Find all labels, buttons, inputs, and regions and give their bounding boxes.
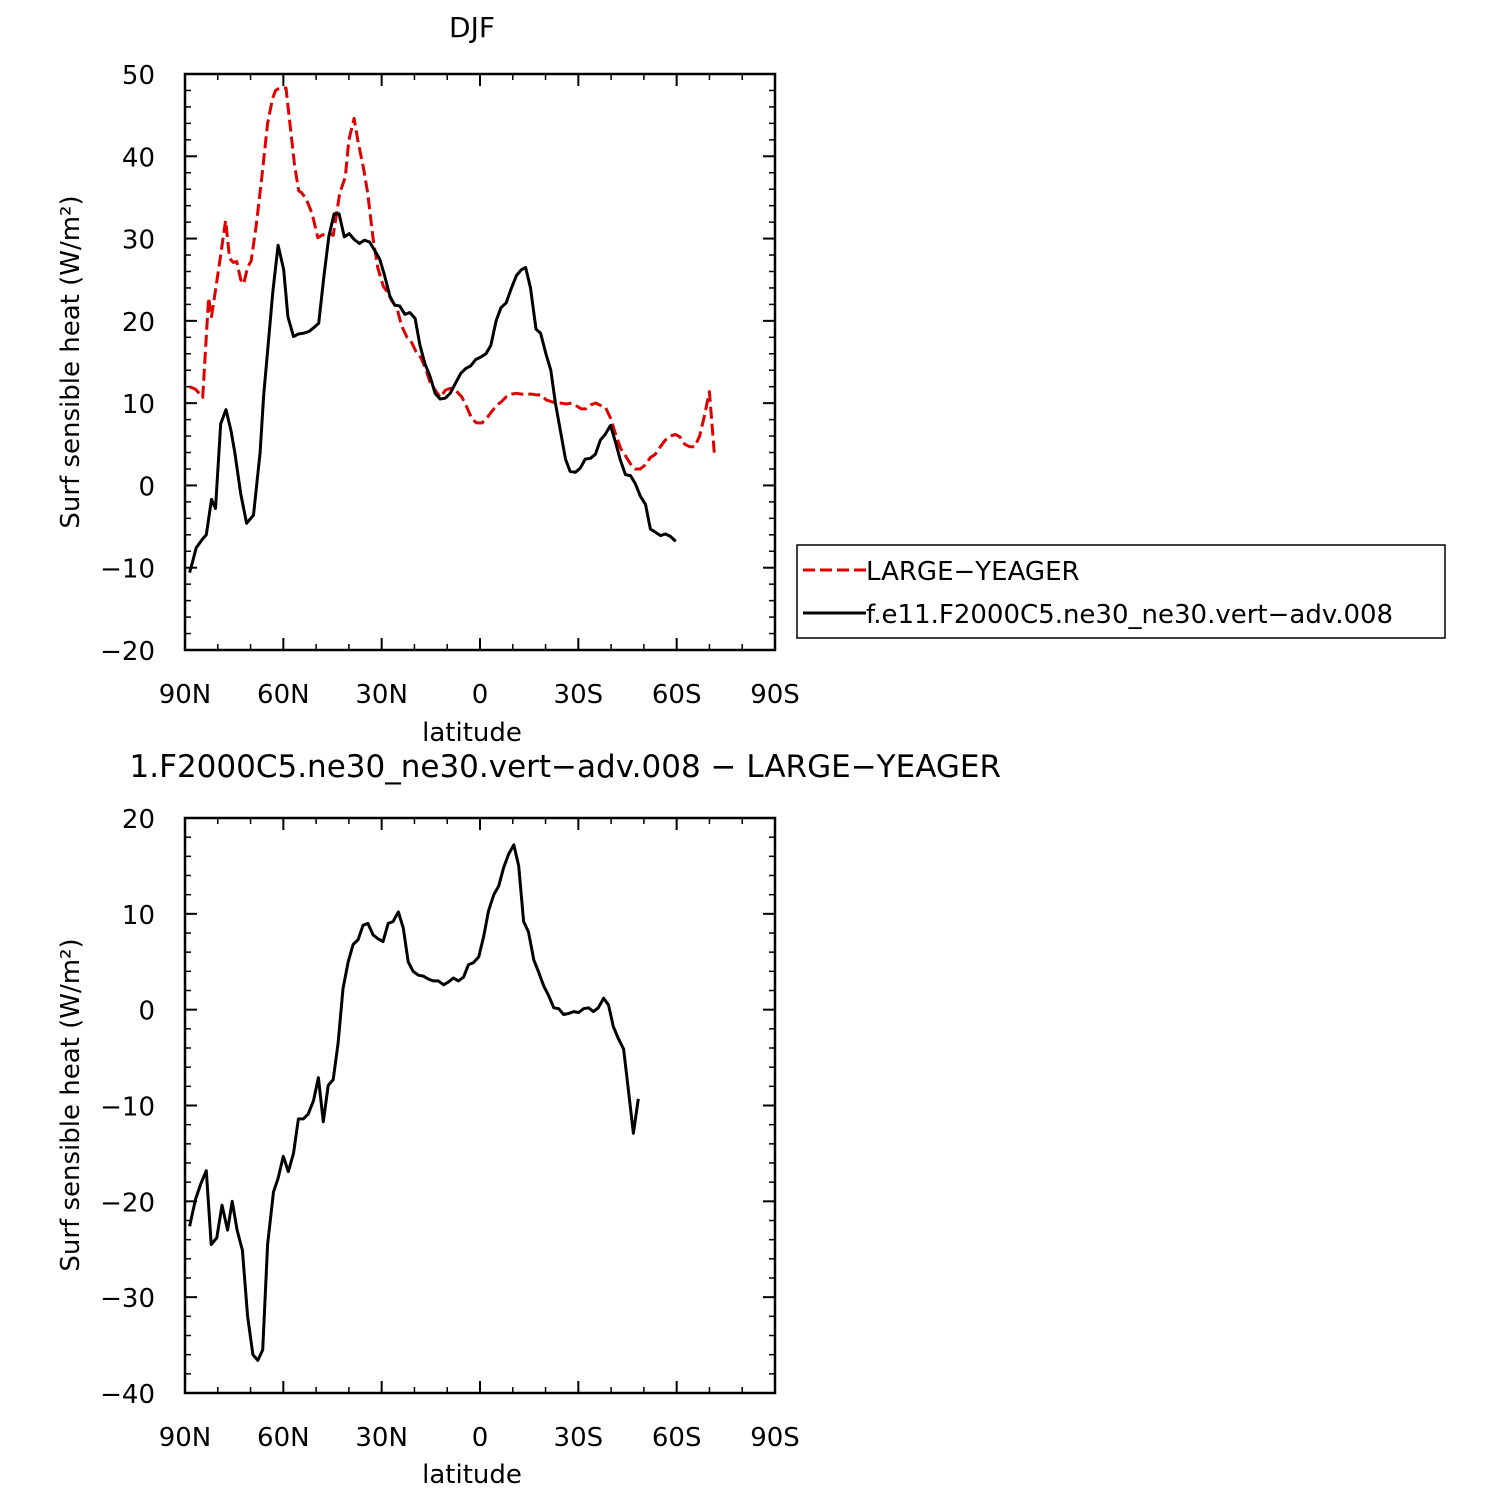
y-tick-label: 20 [122,805,155,835]
y-tick-label: 40 [122,143,155,173]
bottom-line-chart: 1.F2000C5.ne30_ne30.vert−adv.008 − LARGE… [56,749,1001,1490]
bottom-x-axis-label: latitude [422,1460,522,1490]
top-axis-ticks: 90N 60N 30N 0 30S 60S 90S −20 −10 0 10 20 30 40 50 [100,61,800,710]
x-tick-label: 90S [750,680,800,710]
top-y-axis-label: Surf sensible heat (W/m²) [56,195,86,528]
y-tick-label: 10 [122,390,155,420]
legend-box [796,544,1446,639]
x-tick-label: 30S [554,680,604,710]
top-plot-frame [183,72,777,652]
bottom-chart-title: 1.F2000C5.ne30_ne30.vert−adv.008 − LARGE… [130,749,1001,785]
bottom-plot-frame [183,816,777,1395]
y-tick-label: −40 [100,1380,155,1410]
y-tick-label: −30 [100,1284,155,1314]
x-tick-label: 30N [355,680,408,710]
bottom-axis-ticks: 90N 60N 30N 0 30S 60S 90S −40 −30 −20 −10 0 10 20 [100,805,800,1453]
bottom-series-lines [188,843,640,1362]
x-tick-label: 90N [159,680,212,710]
x-tick-label: 30S [554,1423,604,1453]
legend-label-large-yeager: LARGE−YEAGER [866,557,1080,587]
x-tick-label: 0 [472,680,489,710]
top-x-axis-label: latitude [422,718,522,748]
x-tick-label: 0 [472,1423,489,1453]
y-tick-label: −10 [100,1093,155,1123]
bottom-y-axis-label: Surf sensible heat (W/m²) [56,938,86,1271]
y-tick-label: 0 [138,997,155,1027]
y-tick-label: 30 [122,226,155,256]
legend-label-model: f.e11.F2000C5.ne30_ne30.vert−adv.008 [866,600,1393,630]
x-tick-label: 60N [257,680,310,710]
series-line-0 [188,843,640,1362]
legend: LARGE−YEAGER f.e11.F2000C5.ne30_ne30.ver… [796,544,1446,639]
y-tick-label: 20 [122,308,155,338]
x-tick-label: 60S [652,1423,702,1453]
x-tick-label: 30N [355,1423,408,1453]
x-tick-label: 60S [652,680,702,710]
series-line-1 [188,212,677,574]
y-tick-label: −10 [100,555,155,585]
top-chart-title: DJF [449,11,495,44]
y-tick-label: −20 [100,637,155,667]
x-tick-label: 90N [159,1423,212,1453]
top-series-lines [188,86,716,574]
y-tick-label: 0 [138,472,155,502]
top-line-chart: DJF 90N 60N 30N 0 30S 60S 90S −20 −10 0 10 20 30 40 50… [56,11,800,748]
y-tick-label: 10 [122,901,155,931]
x-tick-label: 60N [257,1423,310,1453]
y-tick-label: −20 [100,1188,155,1218]
series-line-0 [189,86,716,471]
y-tick-label: 50 [122,61,155,91]
x-tick-label: 90S [750,1423,800,1453]
